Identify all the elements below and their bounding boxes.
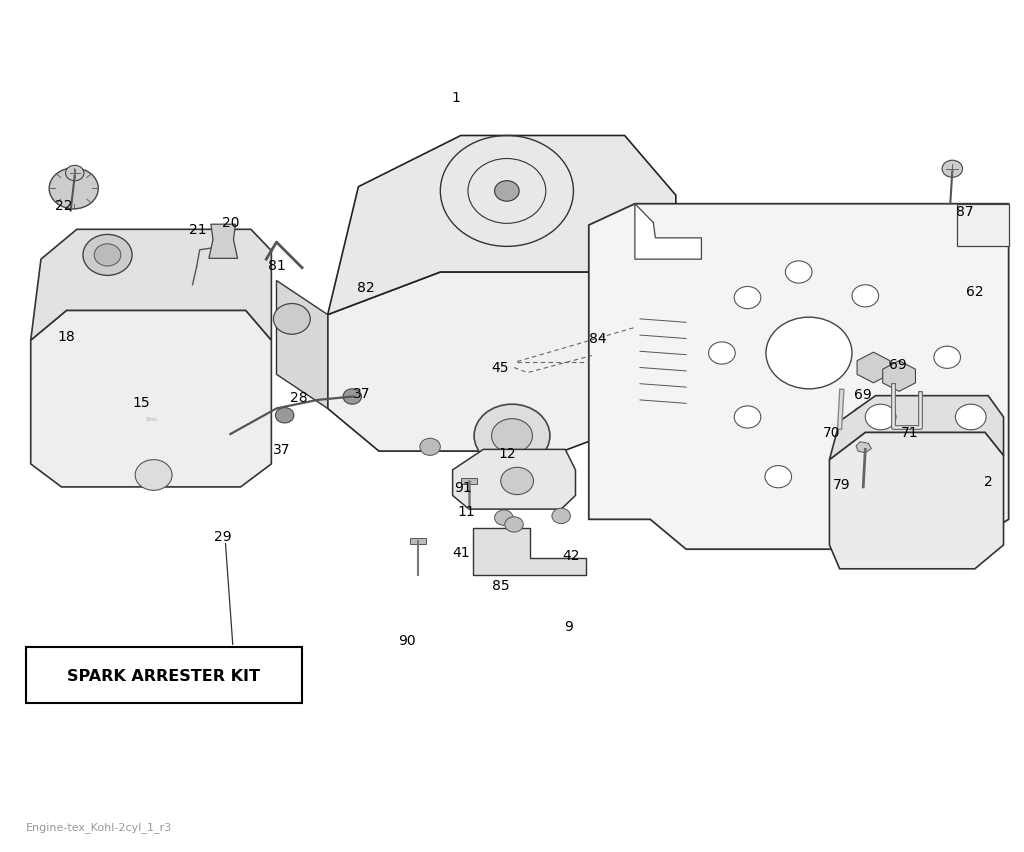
Text: 37: 37: [352, 387, 371, 400]
Text: 1: 1: [452, 91, 460, 105]
Polygon shape: [829, 433, 1004, 569]
Text: 11: 11: [457, 504, 475, 518]
Text: 69: 69: [854, 388, 872, 401]
Text: 81: 81: [267, 259, 286, 273]
Text: 37: 37: [272, 443, 291, 457]
Polygon shape: [883, 361, 915, 392]
Circle shape: [508, 452, 526, 468]
Text: 87: 87: [955, 204, 974, 218]
Circle shape: [709, 343, 735, 365]
Text: 79: 79: [833, 477, 851, 491]
Polygon shape: [857, 353, 890, 383]
Text: 29: 29: [214, 530, 232, 544]
Text: 28: 28: [290, 391, 308, 405]
Circle shape: [275, 408, 294, 423]
Circle shape: [501, 468, 534, 495]
Polygon shape: [957, 204, 1009, 247]
Circle shape: [852, 406, 879, 429]
Text: 20: 20: [221, 216, 240, 230]
Text: 70: 70: [822, 426, 841, 440]
Circle shape: [942, 161, 963, 178]
Circle shape: [487, 448, 506, 463]
Circle shape: [766, 318, 852, 389]
Text: 2: 2: [984, 475, 992, 488]
Text: 71: 71: [900, 426, 919, 440]
Polygon shape: [829, 396, 1004, 460]
Circle shape: [495, 181, 519, 202]
Circle shape: [49, 169, 98, 210]
Text: 21: 21: [188, 223, 207, 237]
Polygon shape: [209, 225, 238, 259]
Text: 18: 18: [57, 330, 76, 343]
Text: Sno: Sno: [145, 417, 158, 422]
Text: 42: 42: [562, 549, 581, 562]
Circle shape: [934, 347, 961, 369]
Circle shape: [495, 510, 513, 526]
Text: 12: 12: [498, 446, 516, 460]
Polygon shape: [328, 273, 676, 452]
Text: Engine-tex_Kohl-2cyl_1_r3: Engine-tex_Kohl-2cyl_1_r3: [26, 821, 172, 832]
Polygon shape: [635, 204, 701, 260]
Circle shape: [505, 517, 523, 532]
Text: 82: 82: [356, 281, 375, 295]
Circle shape: [865, 405, 896, 430]
Polygon shape: [453, 450, 575, 509]
Circle shape: [83, 235, 132, 276]
Polygon shape: [473, 528, 586, 575]
Circle shape: [552, 509, 570, 524]
Polygon shape: [589, 204, 1009, 550]
Polygon shape: [31, 230, 271, 341]
Circle shape: [734, 406, 761, 429]
Polygon shape: [856, 442, 871, 453]
Circle shape: [94, 245, 121, 267]
Text: 90: 90: [397, 634, 416, 648]
Circle shape: [765, 466, 792, 488]
Circle shape: [474, 405, 550, 468]
Circle shape: [862, 466, 889, 488]
Text: 91: 91: [454, 481, 472, 494]
Circle shape: [852, 285, 879, 308]
Text: 62: 62: [966, 285, 984, 298]
Circle shape: [66, 166, 84, 181]
Circle shape: [785, 262, 812, 284]
Polygon shape: [461, 479, 477, 484]
Text: 41: 41: [452, 545, 470, 559]
Text: 22: 22: [54, 199, 73, 213]
Circle shape: [955, 405, 986, 430]
Polygon shape: [328, 136, 676, 315]
Text: 9: 9: [564, 619, 572, 633]
Text: SPARK ARRESTER KIT: SPARK ARRESTER KIT: [68, 668, 260, 682]
Polygon shape: [276, 281, 328, 409]
Text: 45: 45: [490, 361, 509, 375]
Text: 84: 84: [589, 331, 607, 345]
Circle shape: [273, 304, 310, 335]
Bar: [26, 648, 302, 703]
Text: 85: 85: [492, 579, 510, 592]
Polygon shape: [31, 311, 271, 487]
Circle shape: [343, 389, 361, 405]
Text: 15: 15: [132, 396, 151, 410]
Polygon shape: [410, 538, 426, 544]
Circle shape: [420, 439, 440, 456]
Circle shape: [734, 287, 761, 309]
Circle shape: [522, 439, 543, 456]
Text: 69: 69: [889, 358, 907, 371]
Circle shape: [492, 419, 532, 453]
Circle shape: [135, 460, 172, 491]
